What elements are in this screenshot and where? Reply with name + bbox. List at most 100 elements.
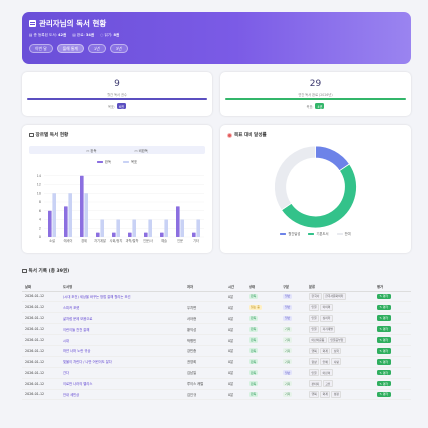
bar-goal: [100, 219, 104, 237]
donut-slice: [281, 163, 357, 229]
row-status: 완독: [246, 334, 280, 346]
row-time: 0분: [225, 378, 246, 390]
row-author: 루이스 캐럴: [184, 378, 225, 390]
row-date: 2026-01-12: [22, 312, 60, 325]
period-button-year[interactable]: 올해 통계: [56, 44, 84, 53]
evaluate-button[interactable]: ✎ 평가: [377, 293, 391, 300]
monthly-goal: 목표: 6권: [108, 103, 126, 109]
x-tick-label: 자기계발: [94, 238, 106, 243]
evaluate-button[interactable]: ✎ 평가: [377, 391, 391, 398]
genre-tag: 인예: [320, 358, 331, 366]
evaluate-button[interactable]: ✎ 평가: [377, 369, 391, 376]
bar-goal: [148, 219, 152, 237]
reading-log-table: 날짜 도서명 저자 시간 상태 구분 분류 평가 2026-01-12 (시대 조…: [22, 283, 411, 401]
status-badge: 완독: [249, 293, 259, 300]
row-tags: 인물 어린이: [306, 367, 374, 379]
toggle-not-done[interactable]: ▭ 비완독: [134, 148, 148, 153]
bar-done: [48, 210, 52, 237]
row-title[interactable]: 삶처럼 문제 모음으로: [60, 312, 184, 325]
status-badge: 읽는 중: [249, 304, 262, 310]
table-row: 2026-01-12 하얀 너머 노란 귀상 강민종 0분 완독 기획 행복 외계 심학 ✎ 평가: [22, 345, 411, 357]
genre-tag: 인물: [309, 369, 320, 377]
genre-bar-chart: 0 2 4 6 8 10 12 14 소설 에세이 경제 자기계발 사회/정치 과학/철학 인문/사 예술 인문…: [37, 174, 204, 243]
yearly-label: 연간 독서 완료 (2026년): [298, 93, 333, 97]
row-tags: 행복 외계 성장: [306, 389, 374, 401]
dashboard-header: 관리자님의 독서 현황 ▤ 총 등록된 도서: 42권 ▤ 완료: 34권 ◌ …: [22, 12, 411, 64]
y-tick-label: 8: [39, 200, 41, 204]
x-tick-label: 과학/철학: [126, 238, 139, 243]
bar-done: [80, 175, 84, 237]
genre-tag: 인물공부합: [327, 336, 346, 344]
row-title[interactable]: 시대: [60, 334, 184, 346]
row-author: 권영희: [184, 356, 225, 368]
table-row: 2026-01-12 안내 세빈상 김인규 0분 완독 기획 행복 외계 성장 ✎ 평가: [22, 389, 411, 401]
table-row: 2026-01-12 시대 박병민 0분 완독 기획 어린이운동 인물공부합 ✎ 평가: [22, 334, 411, 346]
row-title[interactable]: 하얀 너머 노란 귀상: [60, 345, 184, 357]
row-title[interactable]: 안내 세빈상: [60, 389, 184, 401]
evaluate-button[interactable]: ✎ 평가: [377, 348, 391, 354]
genre-chart-card: 장르별 독서 현황 ▭ 완독 ▭ 비완독 완독 목표 0 2 4 6 8 10 12 14 소설…: [22, 125, 212, 253]
row-tags: 한국사 한국사문화의학: [306, 291, 374, 303]
bar-goal: [84, 193, 88, 237]
kind-badge: 일반: [283, 370, 293, 376]
row-kind: 기획: [280, 345, 306, 357]
x-tick-label: 소설: [49, 238, 55, 243]
period-button-month[interactable]: 이번 달: [29, 44, 53, 53]
x-tick-label: 기타: [193, 238, 199, 243]
evaluate-button[interactable]: ✎ 평가: [377, 358, 391, 365]
table-row: 2026-01-12 간다 김남일 0분 완독 일반 인물 어린이 ✎ 평가: [22, 367, 411, 379]
toggle-done[interactable]: ▭ 완독: [86, 148, 97, 153]
status-badge: 완독: [249, 315, 259, 321]
target-icon: [227, 132, 232, 138]
period-button-1y[interactable]: 1년: [87, 44, 106, 53]
row-time: 0분: [225, 356, 246, 368]
status-badge: 완독: [249, 326, 259, 332]
row-date: 2026-01-12: [22, 367, 60, 379]
status-badge: 완독: [249, 391, 259, 398]
evaluate-button[interactable]: ✎ 평가: [377, 304, 391, 311]
yearly-goal: 목표: 4권: [306, 103, 325, 109]
bar-done: [112, 232, 116, 237]
period-button-3y[interactable]: 3년: [109, 44, 128, 53]
row-title[interactable]: 빛물이 차린다 / 나만 어린이도 잘다: [60, 356, 184, 368]
evaluate-button[interactable]: ✎ 평가: [377, 315, 391, 322]
status-badge: 완독: [249, 359, 259, 365]
bar-goal: [52, 193, 56, 237]
genre-tag: 인물: [309, 325, 320, 333]
genre-tag: 인물: [309, 314, 320, 322]
evaluate-button[interactable]: ✎ 평가: [377, 380, 391, 387]
row-time: 0분: [225, 345, 246, 357]
row-author: [184, 291, 225, 303]
row-time: 0분: [225, 389, 246, 401]
row-title[interactable]: 간다: [60, 367, 184, 379]
row-kind: 기획: [280, 334, 306, 346]
row-title[interactable]: 이런이들 천천 잘해: [60, 323, 184, 336]
status-badge: 완독: [249, 337, 259, 343]
genre-tag: 외계: [320, 391, 331, 398]
row-date: 2026-01-12: [22, 378, 60, 390]
bar-done: [176, 206, 180, 237]
kind-badge: 기획: [283, 337, 293, 343]
genre-tag: 한국사문화의학: [322, 293, 346, 300]
row-title[interactable]: 이로만 나라의 멜리스: [60, 378, 184, 390]
row-time: 0분: [225, 334, 246, 346]
kind-badge: 일반: [283, 315, 293, 321]
row-kind: 일반: [280, 301, 306, 314]
row-date: 2026-01-12: [22, 291, 60, 303]
row-title[interactable]: (시대 조건) 세상을 바꾸는 방법 잘해 월리는 조선: [60, 291, 184, 303]
row-date: 2026-01-12: [22, 323, 60, 336]
stat-done: ▤ 완료: 34권: [72, 33, 95, 37]
genre-tag: 고전: [322, 380, 333, 387]
y-tick-label: 0: [39, 235, 41, 239]
row-status: 완독: [246, 378, 280, 390]
bar-done: [160, 232, 164, 237]
legend-monthly: 월간달성: [280, 231, 300, 236]
col-tags: 분류: [306, 283, 374, 292]
bar-done: [192, 232, 196, 237]
row-title[interactable]: 스피커 포켓: [60, 301, 184, 314]
genre-chart-toggle: ▭ 완독 ▭ 비완독: [29, 146, 205, 154]
status-badge: 완독: [249, 370, 259, 376]
y-tick-label: 14: [37, 174, 41, 178]
evaluate-button[interactable]: ✎ 평가: [377, 337, 391, 343]
evaluate-button[interactable]: ✎ 평가: [377, 326, 391, 332]
